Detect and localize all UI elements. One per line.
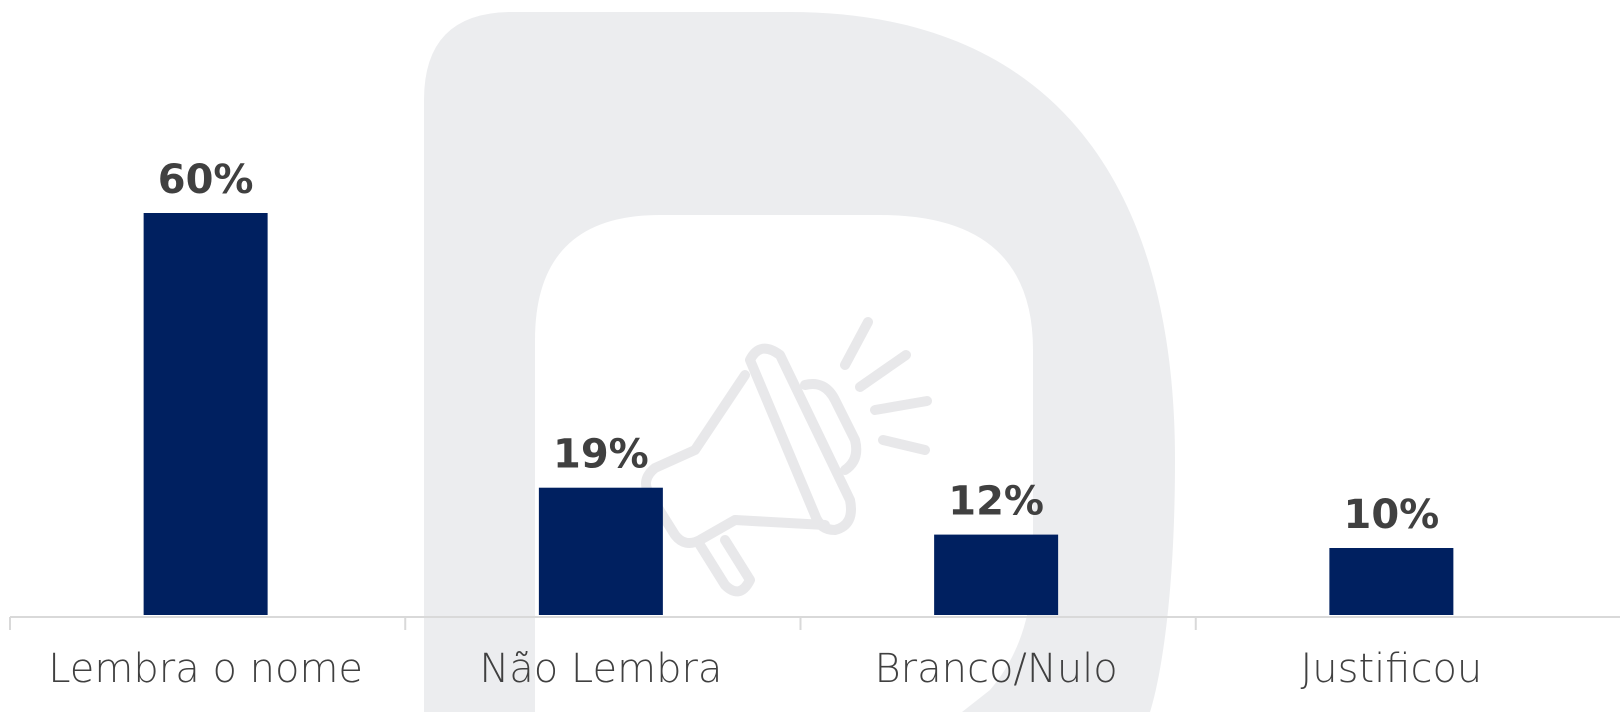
- plot: 60% 19% 12% 10%: [143, 157, 1454, 615]
- data-label: 19%: [553, 432, 649, 478]
- bar: [143, 213, 268, 615]
- x-tick-label: Branco/Nulo: [874, 646, 1117, 692]
- data-label: 10%: [1344, 492, 1440, 538]
- data-label: 12%: [948, 479, 1044, 525]
- bar: [538, 487, 663, 615]
- data-label: 60%: [158, 157, 254, 203]
- bar: [934, 534, 1059, 615]
- watermark: [424, 12, 1175, 712]
- x-tick-label: Lembra o nome: [48, 646, 363, 692]
- bar: [1329, 548, 1454, 615]
- x-axis: Lembra o nome Não Lembra Branco/Nulo Justif…: [9, 616, 1620, 692]
- x-tick-label: Não Lembra: [479, 646, 722, 692]
- x-tick-label: Justificou: [1300, 646, 1482, 692]
